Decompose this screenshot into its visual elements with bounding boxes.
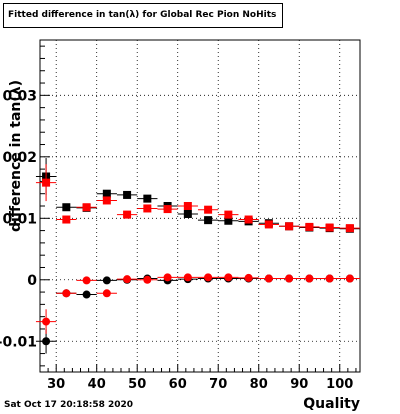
data-point-circle: [82, 290, 91, 299]
data-point-square: [285, 222, 294, 231]
series-3: [35, 274, 360, 354]
data-point-circle: [264, 274, 273, 283]
data-point-circle: [163, 273, 172, 282]
series-2: [35, 164, 360, 233]
data-point-circle: [305, 274, 314, 283]
data-point-square: [264, 220, 273, 229]
data-point-circle: [82, 276, 91, 285]
data-point-circle: [183, 273, 192, 282]
data-point-square: [123, 210, 132, 219]
chart-title: Fitted difference in tan(λ) for Global R…: [8, 10, 277, 20]
data-point-circle: [204, 273, 213, 282]
data-point-square: [204, 205, 213, 214]
y-axis-label: difference in tan(λ): [8, 79, 24, 233]
data-point-circle: [224, 273, 233, 282]
series-1: [35, 158, 360, 233]
data-point-circle: [102, 276, 111, 285]
data-point-square: [102, 189, 111, 198]
y-tick-label: -0.01: [0, 334, 37, 350]
data-point-square: [224, 216, 233, 225]
x-tick-label: 40: [88, 377, 106, 392]
data-point-square: [345, 224, 354, 233]
x-tick-label: 90: [290, 377, 308, 392]
x-tick-label: 70: [209, 377, 227, 392]
x-axis-label: Quality: [303, 396, 360, 412]
data-point-circle: [143, 275, 152, 284]
data-point-square: [204, 216, 213, 225]
y-tick-label: 0.02: [2, 150, 37, 166]
y-tick-label: 0.01: [2, 211, 37, 227]
axes: 30 40 50 60 70 80 90 100 -0.01 0 0.01 0.02 0.03: [0, 39, 361, 392]
data-point-square: [183, 202, 192, 210]
data-point-square: [305, 222, 314, 231]
data-point-square: [183, 209, 192, 218]
x-tick-label: 50: [128, 377, 146, 392]
data-point-square: [325, 223, 334, 232]
data-point-square: [42, 178, 51, 187]
data-point-circle: [345, 274, 354, 283]
series-4: [35, 273, 360, 334]
y-tick-label: 0.03: [2, 88, 37, 104]
data-point-circle: [42, 317, 51, 326]
timestamp: Sat Oct 17 20:18:58 2020: [4, 400, 134, 410]
data-point-circle: [42, 337, 51, 346]
y-axis-label-box: difference in tan(λ): [6, 80, 26, 232]
data-point-square: [62, 215, 71, 224]
x-tick-label: 30: [47, 377, 65, 392]
data-point-square: [143, 194, 152, 203]
data-point-circle: [325, 274, 334, 283]
data-point-square: [102, 196, 111, 205]
chart-title-box: Fitted difference in tan(λ) for Global R…: [3, 3, 283, 28]
data-point-square: [82, 203, 91, 212]
x-tick-label: 80: [250, 377, 268, 392]
y-tick-label: 0: [27, 273, 37, 289]
data-point-square: [123, 190, 132, 199]
data-point-square: [62, 203, 71, 212]
data-point-square: [244, 215, 253, 224]
x-tick-label: 60: [169, 377, 187, 392]
data-point-circle: [244, 273, 253, 282]
x-tick-label: 100: [326, 377, 353, 392]
grid: [40, 40, 360, 372]
data-point-square: [224, 210, 233, 219]
data-point-circle: [102, 289, 111, 298]
data-point-square: [163, 205, 172, 214]
data-point-circle: [123, 275, 132, 284]
data-point-square: [143, 204, 152, 213]
data-point-circle: [62, 289, 71, 298]
data-point-circle: [285, 274, 294, 283]
data-points: [35, 158, 360, 354]
